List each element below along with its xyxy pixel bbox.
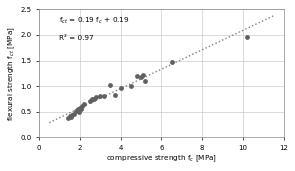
Y-axis label: flexural strength f$_{ct}$ [MPa]: flexural strength f$_{ct}$ [MPa] [7, 26, 17, 121]
Point [245, 35, 249, 38]
Point [65, 116, 70, 119]
Point [118, 86, 123, 89]
X-axis label: compressive strength f$_c$ [MPa]: compressive strength f$_c$ [MPa] [106, 154, 217, 164]
Point [135, 75, 139, 77]
Point [102, 95, 107, 98]
Point [73, 109, 78, 112]
Point [143, 80, 148, 82]
Point [68, 115, 73, 118]
Point [128, 85, 133, 87]
Point [94, 96, 99, 99]
Point [78, 108, 83, 110]
Text: f$_{ct}$ = 0.19 f$_c$ + 0.19: f$_{ct}$ = 0.19 f$_c$ + 0.19 [59, 16, 129, 26]
Point [98, 95, 103, 98]
Point [139, 76, 143, 79]
Point [112, 94, 117, 97]
Text: R² = 0.97: R² = 0.97 [59, 35, 93, 41]
Point [108, 83, 113, 86]
Point [67, 114, 72, 117]
Point [69, 114, 74, 117]
Point [88, 100, 92, 103]
Point [90, 97, 94, 100]
Point [80, 105, 84, 108]
Point [78, 106, 82, 109]
Point [76, 110, 81, 113]
Point [141, 74, 145, 76]
Point [169, 61, 174, 63]
Point [92, 97, 96, 100]
Point [76, 108, 80, 110]
Point [82, 103, 86, 105]
Point [71, 113, 76, 116]
